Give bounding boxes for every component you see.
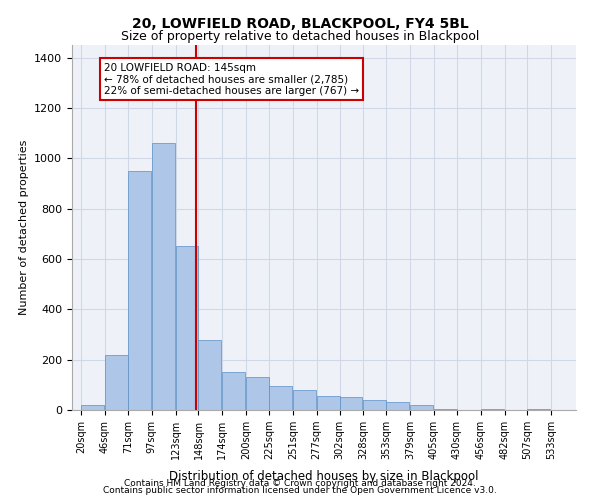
Text: Contains HM Land Registry data © Crown copyright and database right 2024.: Contains HM Land Registry data © Crown c… xyxy=(124,478,476,488)
Bar xyxy=(317,396,340,410)
Bar xyxy=(340,398,362,410)
Y-axis label: Number of detached properties: Number of detached properties xyxy=(19,140,29,315)
Bar xyxy=(410,405,433,410)
Bar xyxy=(293,390,316,410)
Bar xyxy=(222,372,245,410)
Bar xyxy=(176,246,199,410)
Text: 20 LOWFIELD ROAD: 145sqm
← 78% of detached houses are smaller (2,785)
22% of sem: 20 LOWFIELD ROAD: 145sqm ← 78% of detach… xyxy=(104,62,359,96)
Bar xyxy=(481,408,503,410)
Bar xyxy=(199,340,221,410)
Bar xyxy=(269,386,292,410)
Bar xyxy=(386,402,409,410)
Bar xyxy=(105,354,128,410)
Bar xyxy=(152,143,175,410)
Text: Contains public sector information licensed under the Open Government Licence v3: Contains public sector information licen… xyxy=(103,486,497,495)
Text: 20, LOWFIELD ROAD, BLACKPOOL, FY4 5BL: 20, LOWFIELD ROAD, BLACKPOOL, FY4 5BL xyxy=(131,18,469,32)
Bar xyxy=(128,171,151,410)
Text: Size of property relative to detached houses in Blackpool: Size of property relative to detached ho… xyxy=(121,30,479,43)
Bar xyxy=(81,405,104,410)
Bar xyxy=(246,378,269,410)
Bar xyxy=(527,408,550,410)
X-axis label: Distribution of detached houses by size in Blackpool: Distribution of detached houses by size … xyxy=(169,470,479,484)
Bar xyxy=(434,408,457,410)
Bar xyxy=(364,400,386,410)
